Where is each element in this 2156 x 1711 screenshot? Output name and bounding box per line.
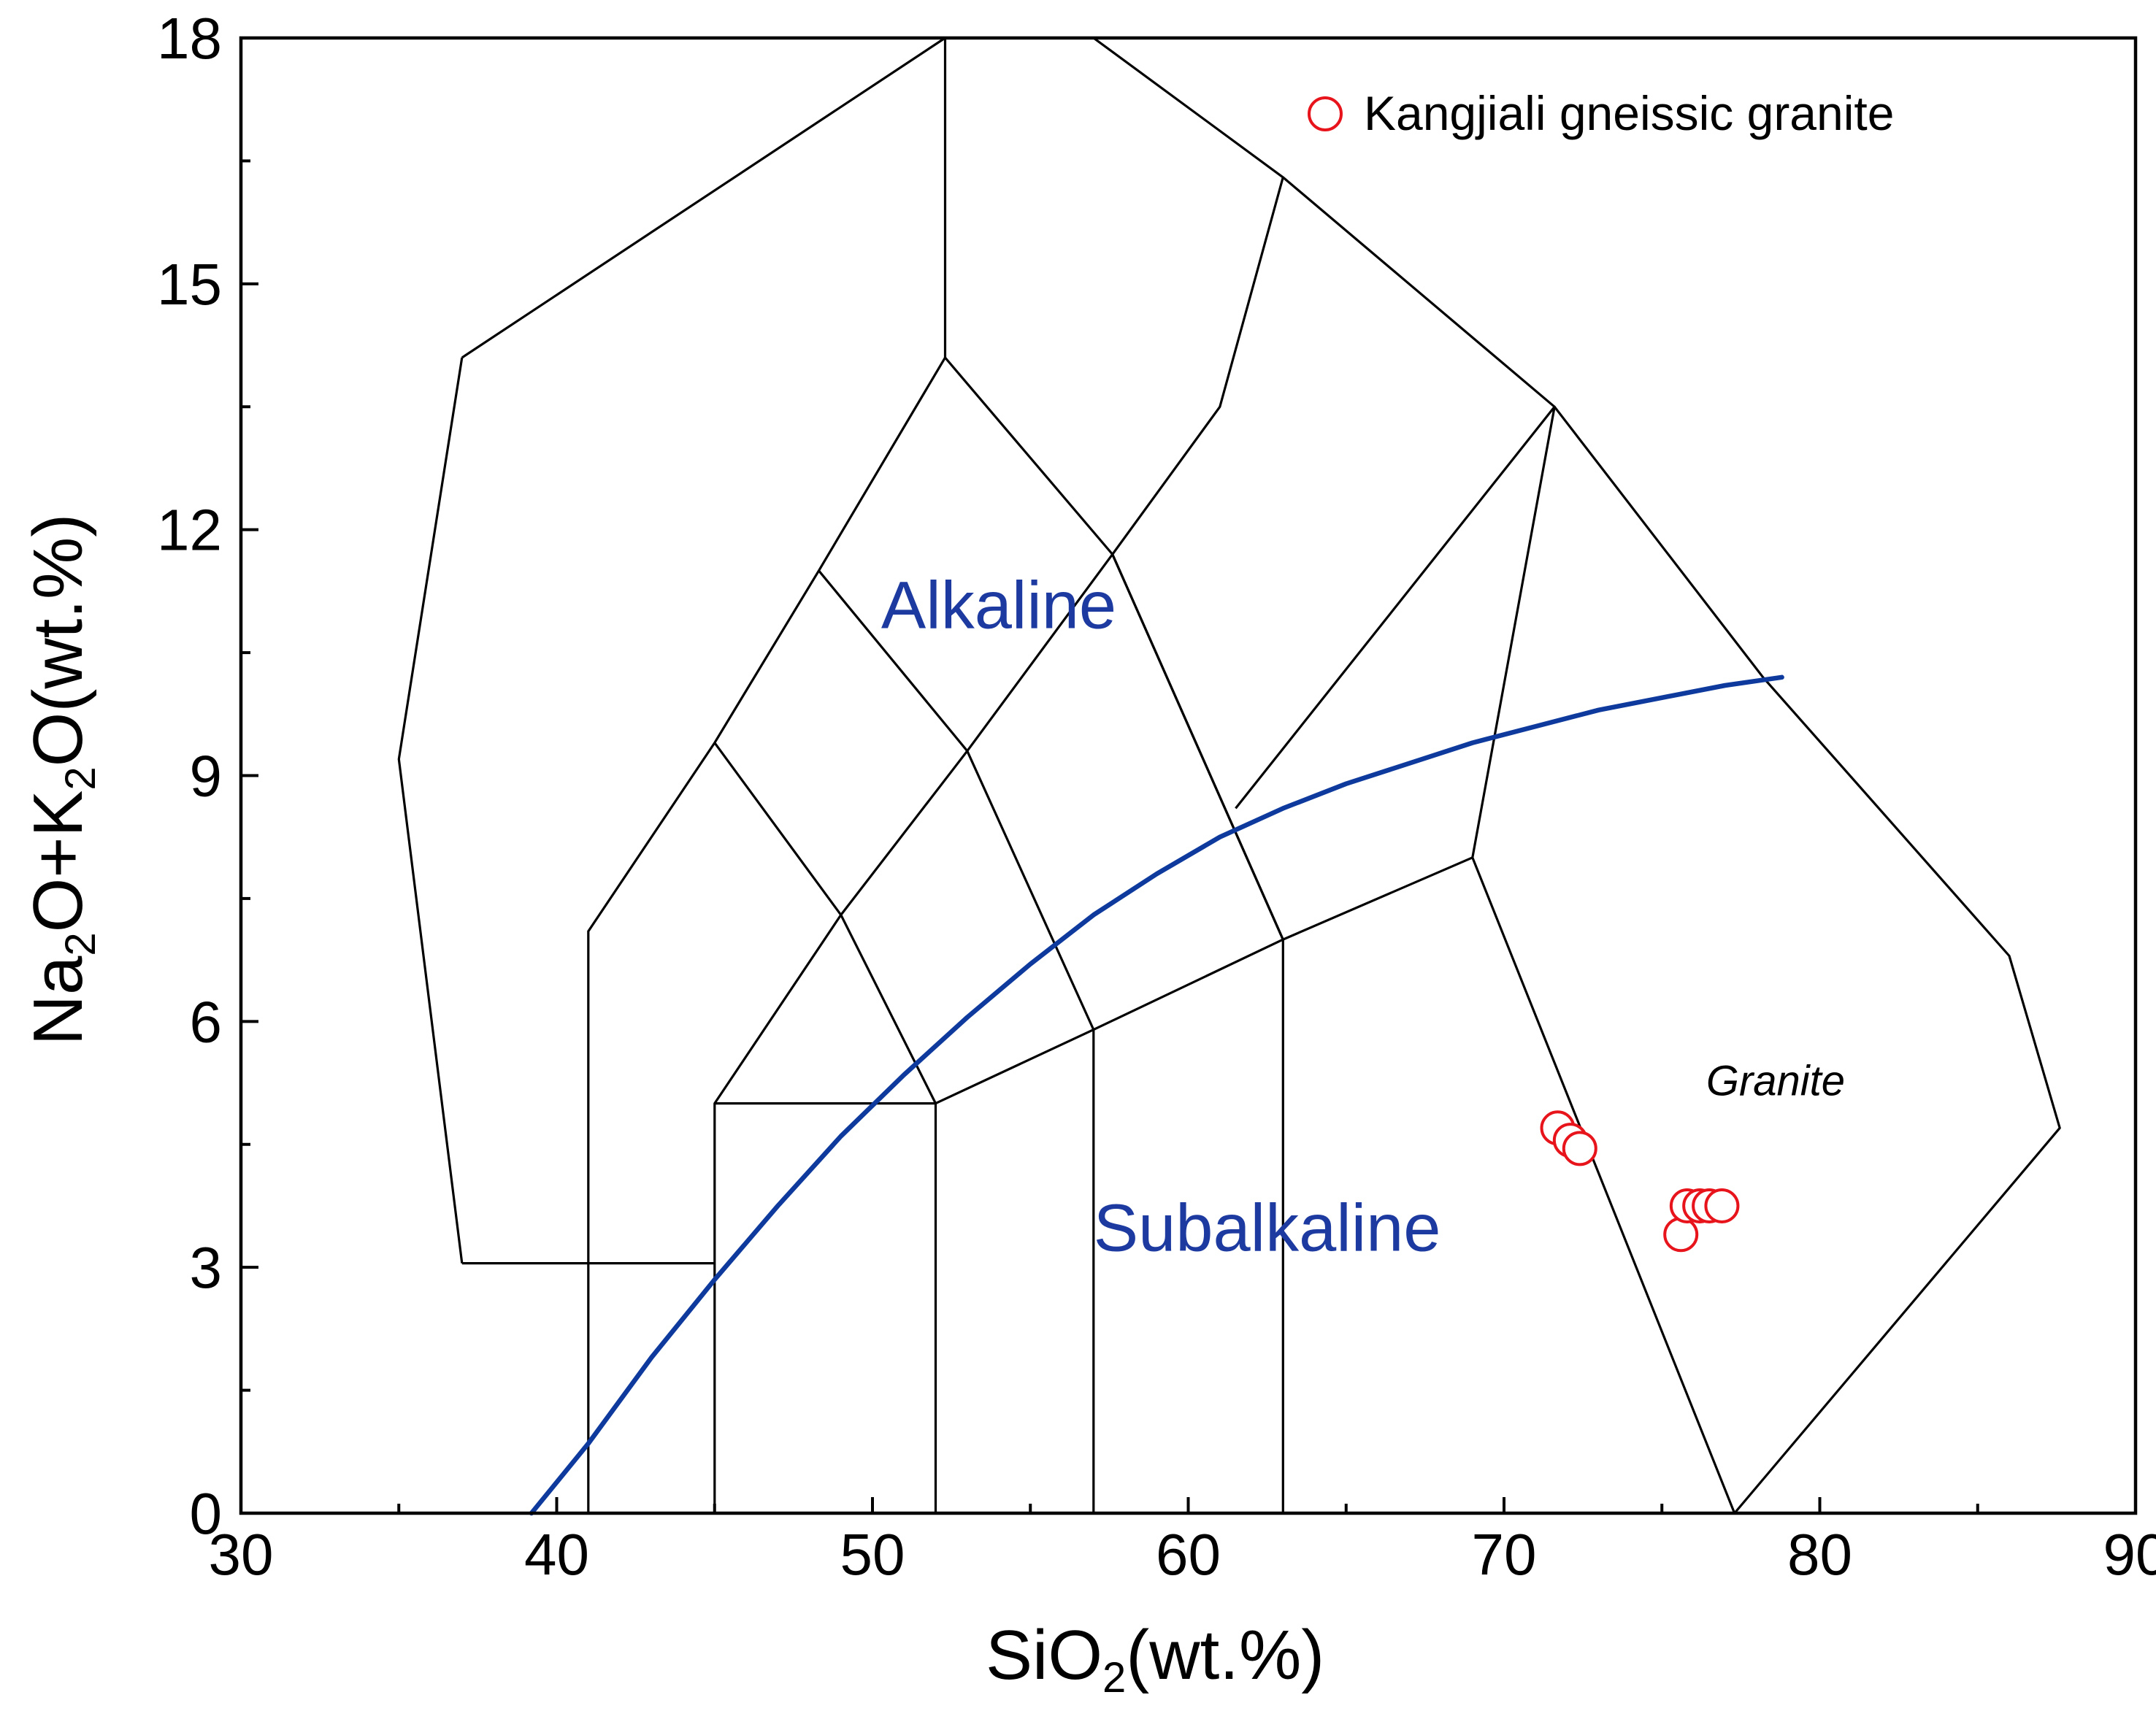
x-tick-label: 50 <box>840 1522 905 1587</box>
x-tick-label: 40 <box>524 1522 589 1587</box>
data-point <box>1663 1217 1699 1253</box>
field-label-granite: Granite <box>1706 1057 1845 1104</box>
legend-marker <box>1308 96 1343 131</box>
legend: Kangjiali gneissic granite <box>1308 86 1894 140</box>
data-points <box>1540 1110 1740 1253</box>
y-tick-label: 0 <box>190 1481 223 1546</box>
legend-label: Kangjiali gneissic granite <box>1364 86 1894 140</box>
axis-titles: SiO2(wt.%) Na2O+K2O(wt.%) <box>19 514 1324 1702</box>
x-tick-label: 80 <box>1787 1522 1852 1587</box>
boundary-line-6 <box>587 177 1284 1513</box>
x-axis-title: SiO2(wt.%) <box>986 1616 1324 1702</box>
field-boundaries <box>397 36 2061 1515</box>
x-tick-label: 90 <box>2103 1522 2156 1587</box>
alkaline-divider-curve <box>529 674 1784 1516</box>
y-tick-label: 3 <box>190 1235 223 1300</box>
x-tick-label: 60 <box>1156 1522 1221 1587</box>
y-tick-label: 18 <box>157 6 222 71</box>
boundary-line-4 <box>397 357 464 1264</box>
field-label-alkaline: Alkaline <box>881 568 1116 642</box>
boundary-line-13 <box>1235 405 1556 858</box>
boundary-line-2 <box>461 36 946 359</box>
field-labels: Alkaline Subalkaline Granite <box>881 568 1845 1265</box>
y-tick-label: 12 <box>157 498 222 563</box>
boundary-line-10 <box>934 938 1284 1513</box>
data-point <box>1704 1188 1740 1223</box>
x-tick-label: 70 <box>1472 1522 1537 1587</box>
y-tick-label: 9 <box>190 744 223 809</box>
field-label-subalkaline: Subalkaline <box>1094 1191 1441 1266</box>
boundary-line-14 <box>1471 857 1736 1514</box>
alkaline-subalkaline-divider <box>529 674 1784 1516</box>
data-point <box>1562 1131 1597 1166</box>
y-axis-title: Na2O+K2O(wt.%) <box>19 514 104 1046</box>
x-tick-label: 30 <box>209 1522 274 1587</box>
boundary-line-11 <box>818 569 1095 1513</box>
x-axis-ticks: 30 40 50 60 70 80 90 <box>209 1497 2156 1587</box>
y-axis-ticks: 0 3 6 9 12 15 18 <box>157 6 258 1546</box>
y-tick-label: 6 <box>190 989 223 1054</box>
y-tick-label: 15 <box>157 252 222 317</box>
boundary-line-9 <box>713 742 937 1105</box>
boundary-line-12 <box>1111 553 1284 1513</box>
